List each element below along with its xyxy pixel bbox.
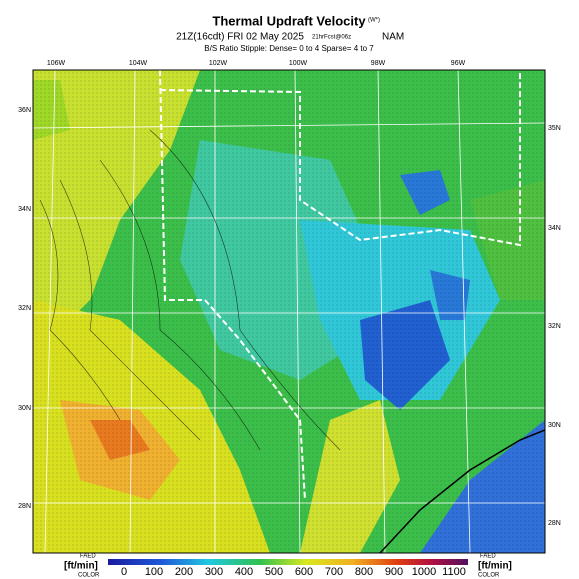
- colorbar-ticks: 0 100 200 300 400 500 600 700 800 900 1000 1100: [121, 566, 466, 578]
- latitude-label: 32N: [548, 323, 561, 330]
- colorbar-tick-label: 100: [145, 566, 163, 578]
- map-field: [33, 70, 545, 553]
- stipple-note: B/S Ratio Stipple: Dense= 0 to 4 Sparse=…: [204, 44, 374, 53]
- latitude-label: 30N: [18, 405, 31, 412]
- title: Thermal Updraft Velocity: [212, 13, 366, 28]
- valid-time: 21Z(16cdt) FRI 02 May 2025: [176, 32, 304, 43]
- latitude-label: 28N: [18, 503, 31, 510]
- colorbar-right-color: COLOR: [478, 573, 500, 579]
- colorbar-tick-label: 0: [121, 566, 127, 578]
- model: NAM: [382, 32, 404, 43]
- longitude-label: 102W: [209, 60, 228, 67]
- colorbar-tick-label: 1100: [442, 566, 466, 578]
- colorbar-tick-label: 500: [265, 566, 283, 578]
- latitude-label: 28N: [548, 520, 561, 527]
- longitude-label: 98W: [371, 60, 386, 67]
- longitude-label: 96W: [451, 60, 466, 67]
- colorbar-tick-label: 900: [385, 566, 403, 578]
- colorbar-tick-label: 700: [325, 566, 343, 578]
- colorbar-left-faed: FAED: [80, 554, 96, 560]
- latitude-label: 30N: [548, 422, 561, 429]
- colorbar-tick-label: 800: [355, 566, 373, 578]
- map-frame: [32, 69, 546, 554]
- colorbar-tick-label: 1000: [412, 566, 436, 578]
- latitude-label: 36N: [18, 107, 31, 114]
- latitude-label: 34N: [548, 225, 561, 232]
- colorbar-tick-label: 200: [175, 566, 193, 578]
- longitude-label: 100W: [289, 60, 308, 67]
- colorbar-tick-label: 600: [295, 566, 313, 578]
- longitude-label: 104W: [129, 60, 148, 67]
- colorbar-left-color: COLOR: [78, 573, 100, 579]
- colorbar-tick-label: 400: [235, 566, 253, 578]
- latitude-label: 32N: [18, 305, 31, 312]
- latitude-label: 34N: [18, 206, 31, 213]
- colorbar-right-unit: [ft/min]: [478, 561, 512, 572]
- colorbar-right-faed: FAED: [480, 554, 496, 560]
- longitude-label: 106W: [47, 60, 66, 67]
- colorbar-left-unit: [ft/min]: [64, 561, 98, 572]
- latitude-label: 35N: [548, 125, 561, 132]
- geo-labels: 106W 104W 102W 100W 98W 96W 36N 34N 32N 30N 28N 35N…: [18, 60, 561, 527]
- colorbar: [108, 559, 468, 565]
- title-suffix: (W*): [368, 18, 380, 24]
- colorbar-tick-label: 300: [205, 566, 223, 578]
- forecast: 21hrFcst@06z: [312, 35, 351, 41]
